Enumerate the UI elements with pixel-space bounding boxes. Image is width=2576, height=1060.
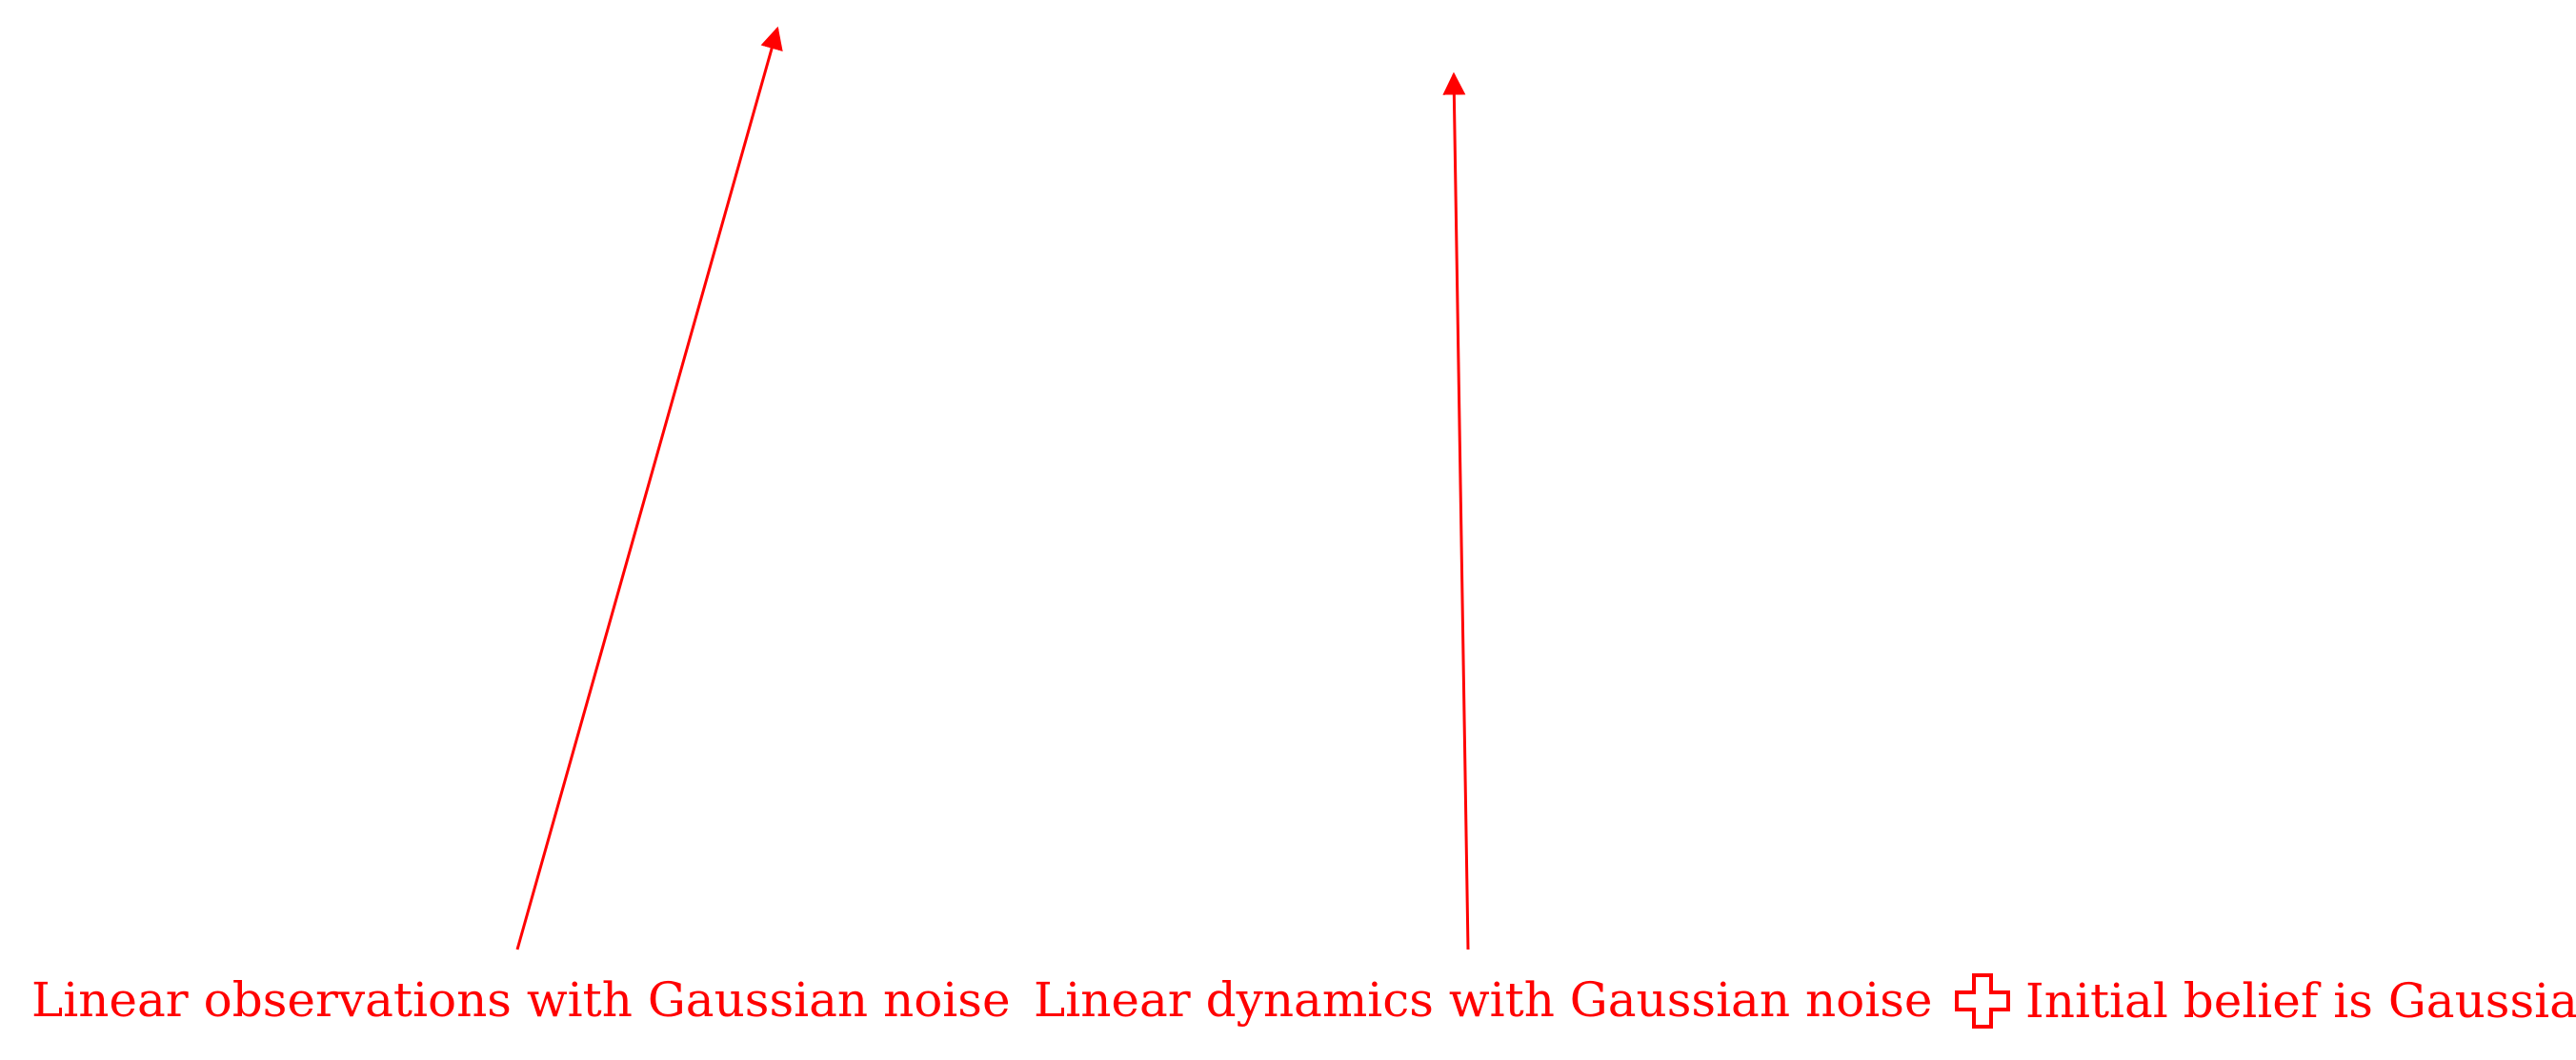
initial-belief-label-group: Initial belief is Gaussian xyxy=(1953,971,2576,1030)
cross-outline-icon xyxy=(1955,973,2010,1029)
observations-arrow xyxy=(515,26,783,950)
dynamics-label: Linear dynamics with Gaussian noise xyxy=(1034,972,1933,1028)
observations-label: Linear observations with Gaussian noise xyxy=(31,972,1011,1028)
dynamics-arrow xyxy=(1442,71,1470,950)
initial-belief-label: Initial belief is Gaussian xyxy=(2025,973,2576,1029)
